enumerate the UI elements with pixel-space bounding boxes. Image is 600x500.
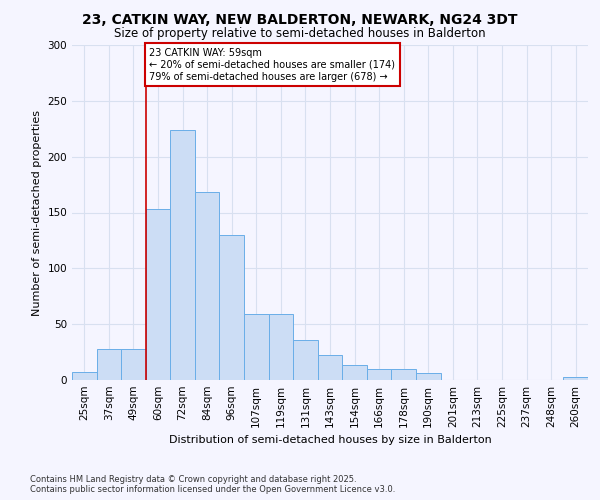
Bar	[342, 366, 367, 380]
Text: Size of property relative to semi-detached houses in Balderton: Size of property relative to semi-detach…	[114, 28, 486, 40]
Bar	[146, 209, 170, 380]
Bar	[195, 192, 220, 380]
Bar	[72, 372, 97, 380]
Bar	[244, 314, 269, 380]
Bar	[391, 369, 416, 380]
Bar	[220, 235, 244, 380]
Bar	[563, 376, 588, 380]
Bar	[97, 348, 121, 380]
X-axis label: Distribution of semi-detached houses by size in Balderton: Distribution of semi-detached houses by …	[169, 436, 491, 446]
Bar	[367, 369, 391, 380]
Text: 23 CATKIN WAY: 59sqm
← 20% of semi-detached houses are smaller (174)
79% of semi: 23 CATKIN WAY: 59sqm ← 20% of semi-detac…	[149, 48, 395, 82]
Text: 23, CATKIN WAY, NEW BALDERTON, NEWARK, NG24 3DT: 23, CATKIN WAY, NEW BALDERTON, NEWARK, N…	[82, 12, 518, 26]
Bar	[121, 348, 146, 380]
Text: Contains HM Land Registry data © Crown copyright and database right 2025.
Contai: Contains HM Land Registry data © Crown c…	[30, 474, 395, 494]
Bar	[293, 340, 318, 380]
Bar	[170, 130, 195, 380]
Bar	[318, 356, 342, 380]
Bar	[416, 374, 440, 380]
Y-axis label: Number of semi-detached properties: Number of semi-detached properties	[32, 110, 42, 316]
Bar	[269, 314, 293, 380]
